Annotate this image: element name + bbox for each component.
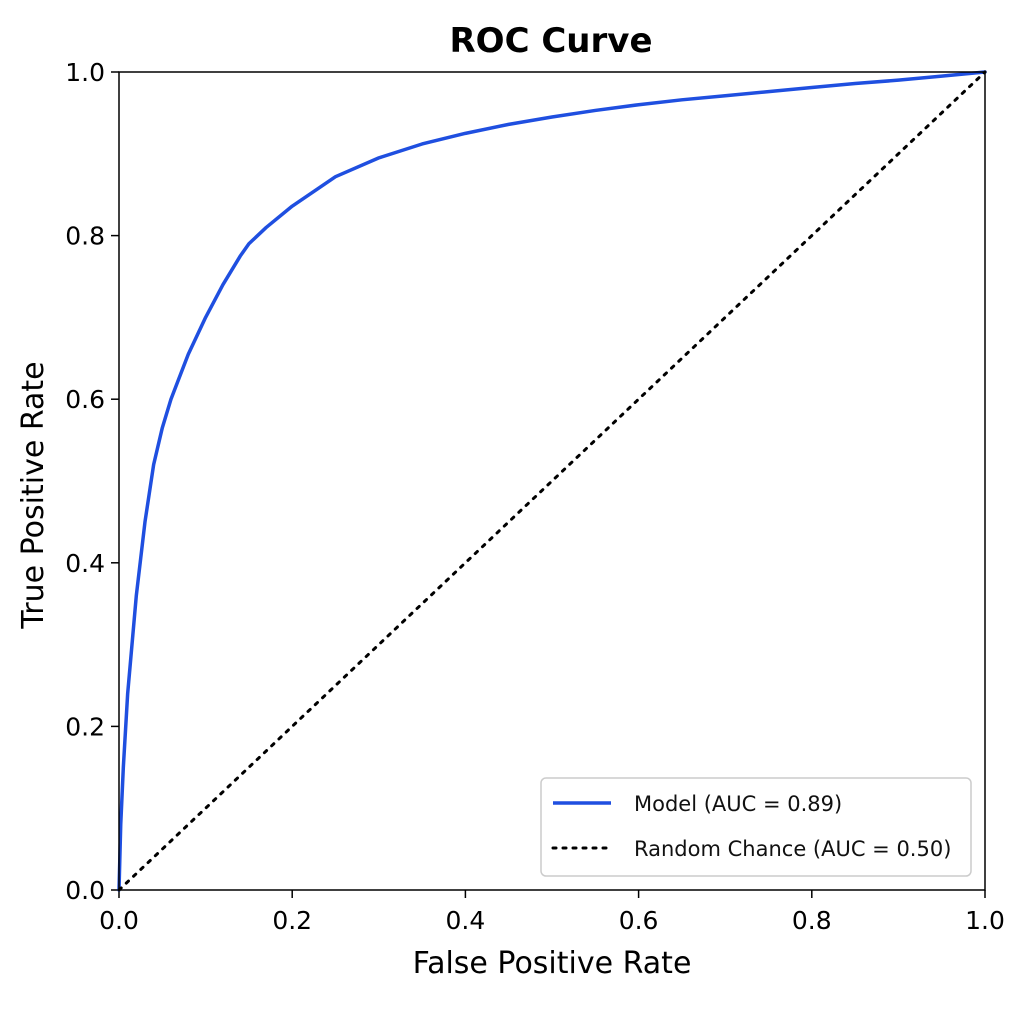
y-axis-label: True Positive Rate xyxy=(16,361,51,629)
y-tick-label: 0.4 xyxy=(65,549,105,578)
legend-label-model: Model (AUC = 0.89) xyxy=(634,792,842,816)
x-tick-label: 0.6 xyxy=(619,906,659,935)
plot-frame xyxy=(118,71,986,891)
plot-series xyxy=(117,70,987,892)
legend-label-random-chance: Random Chance (AUC = 0.50) xyxy=(634,837,951,861)
x-tick-label: 0.4 xyxy=(446,906,486,935)
legend-box xyxy=(540,777,972,877)
y-tick-label: 0.6 xyxy=(65,385,105,414)
legend: Model (AUC = 0.89) Random Chance (AUC = … xyxy=(540,777,972,877)
x-tick-label: 0.2 xyxy=(272,906,312,935)
y-tick-label: 0.8 xyxy=(65,222,105,251)
random-chance-line xyxy=(117,70,987,892)
x-tick-label: 1.0 xyxy=(965,906,1005,935)
y-tick-label: 0.0 xyxy=(65,876,105,905)
x-axis-label: False Positive Rate xyxy=(413,946,692,981)
model-roc-line xyxy=(117,70,987,892)
axis-ticks: 0.0 0.2 0.4 0.6 0.8 1.0 0.0 0.2 0.4 0.6 0.8 1.0 xyxy=(65,58,1005,935)
x-tick-label: 0.8 xyxy=(792,906,832,935)
y-tick-label: 1.0 xyxy=(65,58,105,87)
y-tick-label: 0.2 xyxy=(65,712,105,741)
x-tick-label: 0.0 xyxy=(99,906,139,935)
chart-title: ROC Curve xyxy=(449,21,652,61)
